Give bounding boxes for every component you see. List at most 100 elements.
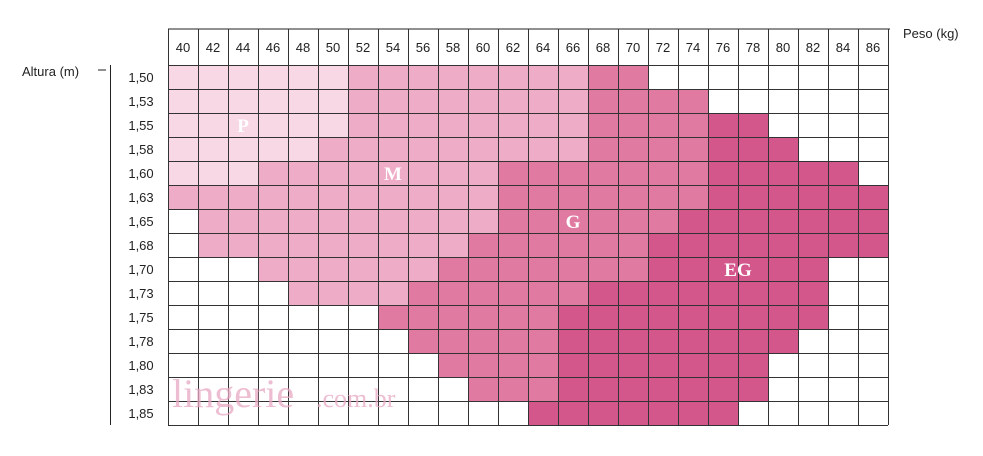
x-tick-label: 54: [386, 40, 400, 55]
cell-1,85-58: [438, 401, 468, 425]
y-tick-label: 1,70: [128, 262, 153, 277]
cell-1,60-58: [438, 161, 468, 185]
x-tick-label: 58: [446, 40, 460, 55]
cell-1,50-86: [858, 65, 888, 89]
cell-1,63-86: [858, 185, 888, 209]
cell-1,75-68: [588, 305, 618, 329]
cell-1,73-72: [648, 281, 678, 305]
cell-1,85-68: [588, 401, 618, 425]
cell-1,50-74: [678, 65, 708, 89]
cell-1,78-68: [588, 329, 618, 353]
y-tick-label: 1,80: [128, 358, 153, 373]
cell-1,73-68: [588, 281, 618, 305]
cell-1,70-60: [468, 257, 498, 281]
cell-1,53-82: [798, 89, 828, 113]
cell-1,65-76: [708, 209, 738, 233]
cell-1,75-86: [858, 305, 888, 329]
cell-1,65-54: [378, 209, 408, 233]
cell-1,85-54: [378, 401, 408, 425]
cell-1,80-84: [828, 353, 858, 377]
cell-1,53-56: [408, 89, 438, 113]
cell-1,65-42: [198, 209, 228, 233]
cell-1,58-60: [468, 137, 498, 161]
cell-1,55-64: [528, 113, 558, 137]
cell-1,58-78: [738, 137, 768, 161]
cell-1,70-46: [258, 257, 288, 281]
cell-1,75-58: [438, 305, 468, 329]
cell-1,60-50: [318, 161, 348, 185]
cell-1,58-62: [498, 137, 528, 161]
size-label-g: G: [566, 212, 581, 233]
cell-1,80-78: [738, 353, 768, 377]
cell-1,55-86: [858, 113, 888, 137]
cell-1,80-48: [288, 353, 318, 377]
cell-1,55-54: [378, 113, 408, 137]
cell-1,80-56: [408, 353, 438, 377]
cell-1,50-82: [798, 65, 828, 89]
cell-1,80-72: [648, 353, 678, 377]
cell-1,53-60: [468, 89, 498, 113]
cell-1,75-40: [168, 305, 198, 329]
cell-1,50-68: [588, 65, 618, 89]
cell-1,68-70: [618, 233, 648, 257]
cell-1,53-52: [348, 89, 378, 113]
cell-1,83-54: [378, 377, 408, 401]
cell-1,60-78: [738, 161, 768, 185]
cell-1,68-46: [258, 233, 288, 257]
cell-1,50-56: [408, 65, 438, 89]
cell-1,73-76: [708, 281, 738, 305]
cell-1,78-70: [618, 329, 648, 353]
y-tick-label: 1,50: [128, 70, 153, 85]
cell-1,58-54: [378, 137, 408, 161]
cell-1,53-44: [228, 89, 258, 113]
cell-1,63-40: [168, 185, 198, 209]
cell-1,83-40: [168, 377, 198, 401]
cell-1,50-70: [618, 65, 648, 89]
cell-1,60-70: [618, 161, 648, 185]
cell-1,55-52: [348, 113, 378, 137]
cell-1,60-66: [558, 161, 588, 185]
cell-1,70-68: [588, 257, 618, 281]
cell-1,63-72: [648, 185, 678, 209]
cell-1,70-78: [738, 257, 768, 281]
cell-1,83-78: [738, 377, 768, 401]
cell-1,85-74: [678, 401, 708, 425]
x-tick-label: 78: [746, 40, 760, 55]
cell-1,58-82: [798, 137, 828, 161]
cell-1,63-42: [198, 185, 228, 209]
cell-1,65-52: [348, 209, 378, 233]
cell-1,85-70: [618, 401, 648, 425]
cell-1,85-52: [348, 401, 378, 425]
x-tick-label: 74: [686, 40, 700, 55]
cell-1,78-48: [288, 329, 318, 353]
cell-1,75-84: [828, 305, 858, 329]
cell-1,73-52: [348, 281, 378, 305]
cell-1,80-80: [768, 353, 798, 377]
cell-1,60-80: [768, 161, 798, 185]
cell-1,73-62: [498, 281, 528, 305]
x-tick-label: 42: [206, 40, 220, 55]
cell-1,50-42: [198, 65, 228, 89]
size-cells: [168, 65, 888, 425]
cell-1,68-86: [858, 233, 888, 257]
cell-1,83-58: [438, 377, 468, 401]
cell-1,80-60: [468, 353, 498, 377]
cell-1,70-56: [408, 257, 438, 281]
cell-1,70-64: [528, 257, 558, 281]
cell-1,53-62: [498, 89, 528, 113]
cell-1,60-48: [288, 161, 318, 185]
cell-1,63-56: [408, 185, 438, 209]
cell-1,58-84: [828, 137, 858, 161]
cell-1,63-62: [498, 185, 528, 209]
y-axis-label: Altura (m): [22, 64, 79, 79]
cell-1,83-68: [588, 377, 618, 401]
y-tick-label: 1,75: [128, 310, 153, 325]
cell-1,55-80: [768, 113, 798, 137]
cell-1,70-70: [618, 257, 648, 281]
cell-1,83-46: [258, 377, 288, 401]
cell-1,78-50: [318, 329, 348, 353]
cell-1,73-64: [528, 281, 558, 305]
cell-1,65-44: [228, 209, 258, 233]
x-tick-label: 76: [716, 40, 730, 55]
cell-1,53-54: [378, 89, 408, 113]
